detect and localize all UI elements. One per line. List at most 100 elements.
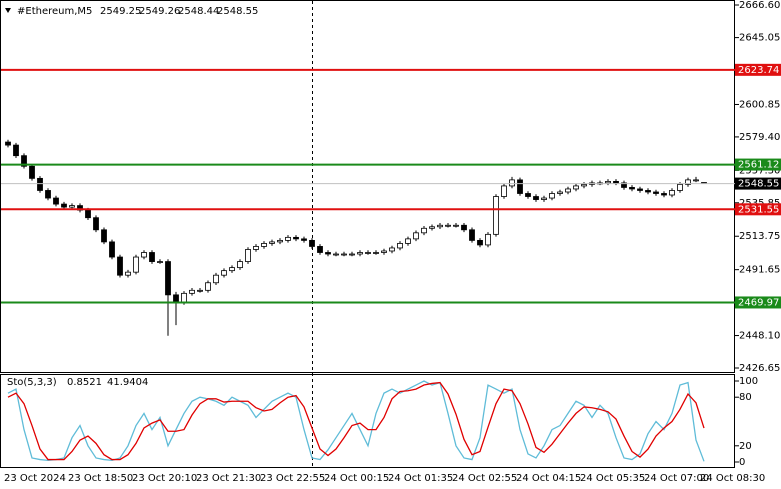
candle-body <box>373 252 379 254</box>
candle-body <box>37 177 43 191</box>
candle-body <box>629 187 635 190</box>
candle-body <box>277 239 283 243</box>
candle-body <box>453 224 459 227</box>
level-label: 2469.97 <box>738 297 779 308</box>
candle-body <box>509 179 515 187</box>
candle-body <box>477 239 483 246</box>
candle-body <box>541 197 547 200</box>
candle-body <box>445 224 451 227</box>
candle-body <box>405 238 411 244</box>
stoch-panel-frame <box>0 374 735 468</box>
candle-body <box>213 274 219 284</box>
x-tick-label: 24 Oct 00:15 <box>324 473 389 484</box>
candle-body <box>165 261 171 296</box>
candle-body <box>21 155 27 167</box>
level-label-bg <box>735 203 781 216</box>
candle-body <box>181 292 187 303</box>
candle-body <box>605 180 611 184</box>
candle-body <box>637 188 643 191</box>
level-label: 2623.74 <box>738 65 779 76</box>
y-tick-label: 2645.05 <box>739 33 780 44</box>
candle-body <box>581 184 587 187</box>
candle-body <box>197 289 203 292</box>
candle-body <box>469 229 475 241</box>
candle-body <box>413 232 419 240</box>
x-tick-label: 23 Oct 22:55 <box>260 473 325 484</box>
candle-body <box>365 252 371 254</box>
candle-body <box>325 252 331 255</box>
y-tick-label: 0 <box>739 457 745 468</box>
current-price-label: 2548.55 <box>738 179 779 190</box>
candle-body <box>69 205 75 208</box>
symbol-title: #Ethereum,M5 <box>17 6 92 17</box>
candle-body <box>677 184 683 191</box>
candle-body <box>5 141 11 146</box>
candle-body <box>661 193 667 196</box>
level-label-bg <box>735 63 781 76</box>
quote-value: 2549.26 <box>139 6 180 17</box>
candle-body <box>109 241 115 258</box>
candle-body <box>421 227 427 234</box>
y-tick-label: 80 <box>739 392 752 403</box>
candle-body <box>269 241 275 244</box>
level-label: 2561.12 <box>738 160 779 171</box>
candle-body <box>437 224 443 228</box>
candle-body <box>61 203 67 208</box>
candle-body <box>357 252 363 255</box>
level-label-bg <box>735 158 781 171</box>
candle-body <box>229 267 235 272</box>
y-tick-label: 2535.85 <box>739 198 780 209</box>
candle-body <box>157 261 163 263</box>
candle-body <box>693 179 699 182</box>
x-tick-label: 23 Oct 20:10 <box>132 473 197 484</box>
candle-body <box>141 252 147 258</box>
y-tick-label: 100 <box>739 376 758 387</box>
x-tick-label: 23 Oct 2024 <box>4 473 66 484</box>
candle-body <box>261 243 267 247</box>
y-tick-label: 20 <box>739 441 752 452</box>
candle-body <box>253 246 259 250</box>
candle-body <box>189 289 195 294</box>
candle-body <box>245 249 251 262</box>
y-tick-label: 2600.85 <box>739 99 780 110</box>
candle-body <box>237 261 243 269</box>
candle-body <box>205 282 211 291</box>
candle-body <box>549 193 555 199</box>
collapse-icon <box>5 8 11 13</box>
candle-body <box>133 256 139 273</box>
candle-body <box>173 294 179 303</box>
y-tick-label: 2557.30 <box>739 165 780 176</box>
current-price-bg <box>735 177 781 190</box>
candle-body <box>533 196 539 200</box>
candle-body <box>389 247 395 252</box>
candle-body <box>501 185 507 197</box>
quote-value: 2548.55 <box>217 6 258 17</box>
candle-body <box>557 191 563 194</box>
candle-body <box>621 182 627 188</box>
candle-body <box>565 188 571 193</box>
x-tick-label: 24 Oct 02:55 <box>452 473 517 484</box>
candle-body <box>493 196 499 235</box>
indicator-reading: 41.9404 <box>107 377 148 388</box>
y-tick-label: 2448.10 <box>739 331 780 342</box>
x-tick-label: 24 Oct 05:35 <box>580 473 645 484</box>
indicator-reading: 0.8521 <box>67 377 102 388</box>
level-label: 2531.55 <box>738 204 779 215</box>
level-label-bg <box>735 296 781 309</box>
candle-body <box>285 236 291 241</box>
quote-value: 2548.44 <box>178 6 219 17</box>
candle-body <box>429 226 435 229</box>
candle-body <box>485 233 491 246</box>
candle-body <box>397 243 403 249</box>
y-tick-label: 2491.65 <box>739 265 780 276</box>
x-tick-label: 23 Oct 18:50 <box>68 473 133 484</box>
candle-body <box>13 144 19 157</box>
candle-body <box>645 190 651 193</box>
candle-body <box>301 238 307 241</box>
candle-body <box>125 271 131 276</box>
candle-body <box>293 236 299 240</box>
x-tick-label: 23 Oct 21:30 <box>196 473 261 484</box>
candle-body <box>525 193 531 197</box>
